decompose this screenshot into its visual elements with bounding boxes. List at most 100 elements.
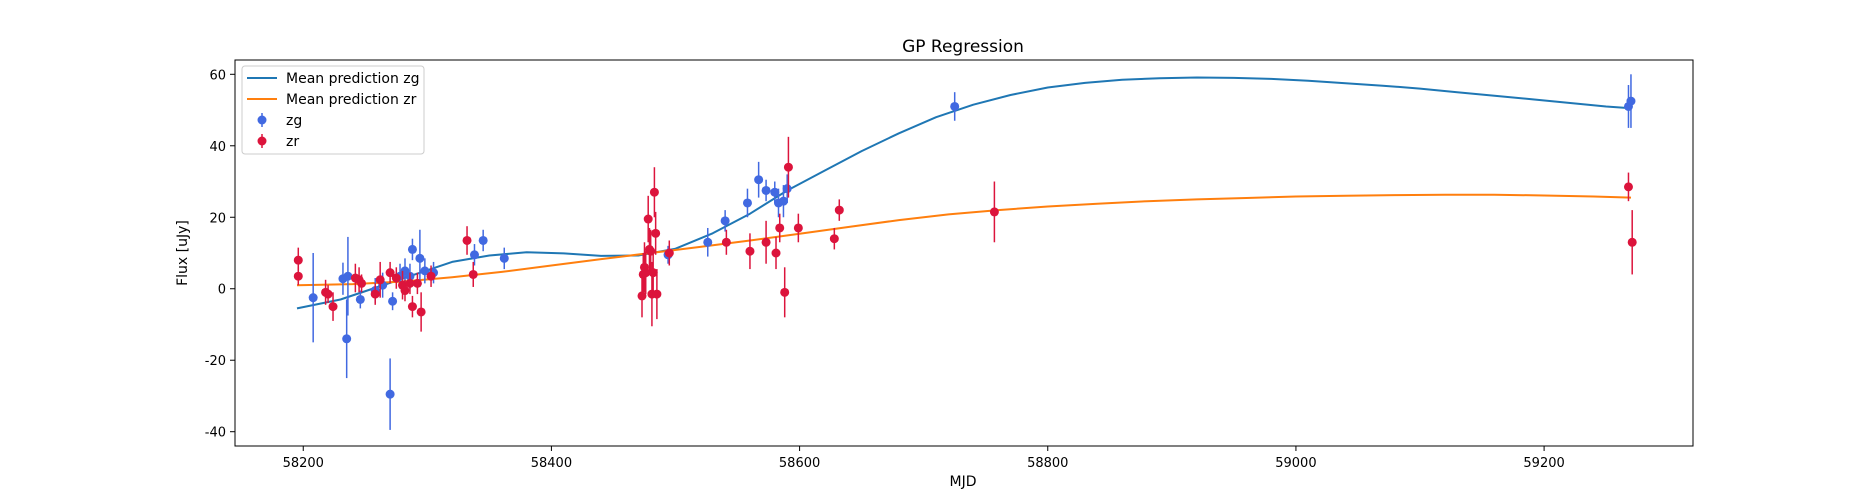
point-marker	[478, 235, 488, 245]
point-marker	[385, 389, 395, 399]
axes-layer	[234, 59, 1694, 447]
point-marker	[651, 228, 661, 238]
point-marker	[355, 294, 365, 304]
point-marker	[780, 287, 790, 297]
point-marker	[720, 216, 730, 226]
point-marker	[420, 266, 430, 276]
data-point	[834, 199, 844, 221]
point-marker	[664, 248, 674, 258]
point-marker	[391, 273, 401, 283]
data-point	[793, 213, 803, 243]
data-point	[1626, 74, 1636, 128]
data-point	[391, 267, 401, 289]
point-marker	[415, 253, 425, 263]
point-marker	[308, 293, 318, 303]
legend-label-zr: zr	[286, 134, 299, 150]
point-marker	[499, 253, 509, 263]
data-point	[1627, 210, 1637, 275]
point-marker	[761, 185, 771, 195]
data-point	[950, 92, 960, 121]
point-marker	[989, 207, 999, 217]
data-point	[664, 240, 674, 266]
y-tick-label: -40	[205, 426, 226, 441]
x-tick-label: 58200	[283, 456, 324, 471]
data-point	[308, 253, 318, 343]
x-tick-label: 58800	[1027, 456, 1068, 471]
line-layer	[296, 76, 1632, 310]
data-point	[648, 253, 658, 293]
data-point	[761, 220, 771, 264]
point-marker	[652, 289, 662, 299]
point-marker	[745, 246, 755, 256]
point-marker	[400, 286, 410, 296]
data-point	[385, 261, 395, 284]
point-marker	[407, 302, 417, 312]
point-marker	[469, 250, 479, 260]
data-point	[407, 238, 417, 261]
point-marker	[343, 271, 353, 281]
point-marker	[293, 255, 303, 265]
series-line	[296, 193, 1632, 287]
data-point	[771, 236, 781, 270]
point-marker	[385, 268, 395, 278]
data-point	[370, 283, 380, 305]
legend-marker-zg	[257, 113, 267, 127]
y-tick-label: 60	[209, 68, 226, 83]
data-point	[770, 181, 780, 203]
y-tick-label: 40	[209, 140, 226, 155]
data-point	[420, 258, 430, 284]
data-point	[989, 181, 999, 243]
point-marker	[703, 237, 713, 247]
point-marker	[412, 278, 422, 288]
point-marker	[637, 291, 647, 301]
x-tick-label: 58400	[531, 456, 572, 471]
y-ticks: -40 -20 0 20 40 60	[205, 68, 235, 441]
data-point	[721, 229, 731, 255]
x-tick-label: 59200	[1523, 456, 1564, 471]
errorbar-layer	[293, 74, 1637, 430]
point-marker	[742, 198, 752, 208]
legend-box	[241, 65, 425, 155]
data-point	[780, 267, 790, 318]
data-point	[782, 174, 792, 203]
point-marker	[388, 296, 398, 306]
point-marker	[1626, 96, 1636, 106]
data-point	[829, 227, 839, 250]
data-point	[641, 251, 651, 295]
legend-label-zg: zg	[286, 113, 302, 129]
point-marker	[407, 244, 417, 254]
data-point	[1623, 172, 1633, 202]
data-point	[754, 161, 764, 198]
point-marker	[370, 289, 380, 299]
data-point	[407, 295, 417, 318]
x-tick-label: 59000	[1275, 456, 1316, 471]
data-point	[412, 272, 422, 295]
point-marker	[426, 271, 436, 281]
data-point	[355, 290, 365, 309]
data-point	[357, 274, 367, 293]
point-marker	[754, 175, 764, 185]
data-point	[469, 244, 479, 266]
data-point	[775, 213, 785, 243]
point-marker	[1627, 237, 1637, 247]
x-ticks: 58200 58400 58600 58800 59000 59200	[283, 446, 1565, 471]
legend-label-zr-line: Mean prediction zr	[286, 92, 417, 108]
data-point	[416, 292, 426, 332]
point-marker	[357, 278, 367, 288]
point-marker	[468, 269, 478, 279]
data-point	[405, 272, 415, 295]
data-point	[478, 229, 488, 252]
y-axis-label: Flux [uJy]	[175, 220, 191, 286]
y-tick-label: -20	[205, 354, 226, 369]
series-line	[296, 76, 1632, 310]
point-marker	[782, 184, 792, 194]
data-point	[745, 233, 755, 270]
point-marker	[1623, 182, 1633, 192]
data-point	[426, 265, 436, 287]
point-marker	[648, 268, 658, 278]
data-point	[415, 229, 425, 287]
data-point	[643, 195, 653, 243]
point-marker	[783, 162, 793, 172]
point-marker	[323, 289, 333, 299]
point-marker	[793, 223, 803, 233]
